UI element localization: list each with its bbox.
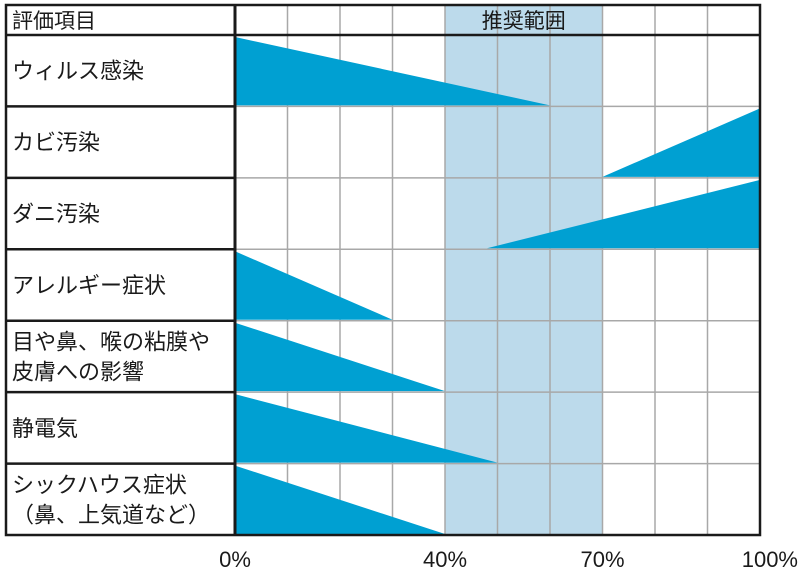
x-tick-label: 40% (423, 547, 467, 571)
category-label: （鼻、上気道など） (12, 503, 210, 528)
category-label: 目や鼻、喉の粘膜や (12, 330, 210, 355)
x-tick-label: 70% (580, 547, 624, 571)
category-label: ウィルス感染 (12, 60, 144, 85)
recommended-range-label: 推奨範囲 (482, 9, 566, 33)
x-axis-ticks: 0% 40% 70% 100% (219, 547, 798, 571)
band-2 (602, 108, 760, 177)
chart-frame (4, 3, 762, 537)
band-7 (235, 465, 445, 535)
bands-layer (235, 37, 760, 535)
category-label: ダニ汚染 (12, 203, 100, 228)
category-label: カビ汚染 (12, 131, 100, 156)
category-label: 静電気 (12, 417, 78, 442)
category-labels: ウィルス感染カビ汚染ダニ汚染アレルギー症状目や鼻、喉の粘膜や皮膚への影響静電気シ… (12, 60, 210, 529)
band-4 (235, 251, 393, 320)
category-label: 皮膚への影響 (12, 360, 144, 385)
frame-layer (4, 3, 762, 537)
x-tick-label: 0% (219, 547, 251, 571)
band-1 (235, 37, 550, 106)
band-6 (235, 394, 498, 463)
x-tick-label: 100% (742, 547, 798, 571)
category-label: シックハウス症状 (12, 473, 187, 498)
band-5 (235, 322, 445, 392)
category-label: アレルギー症状 (12, 274, 166, 299)
header-label: 評価項目 (12, 9, 96, 33)
band-3 (487, 179, 760, 249)
